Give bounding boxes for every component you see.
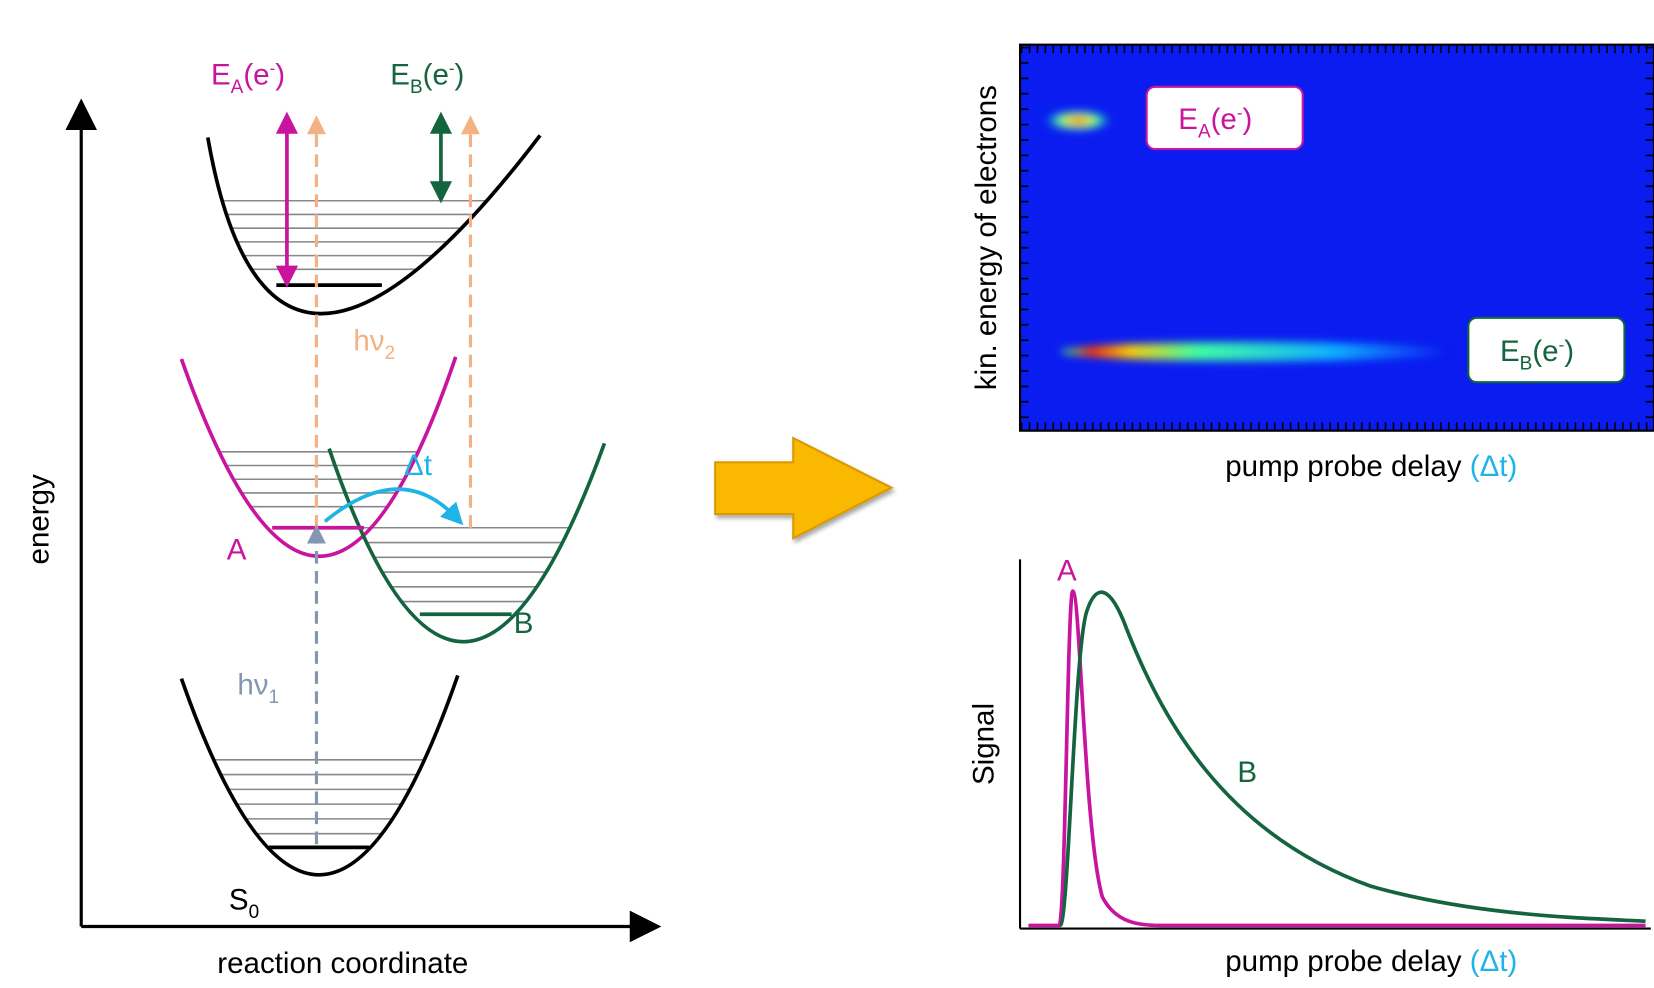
- ground-potential: [179, 674, 460, 877]
- curve-label: B: [1237, 756, 1257, 789]
- ticks: [1020, 44, 1654, 54]
- text-part: S: [229, 884, 249, 917]
- flow-arrow: [714, 436, 894, 541]
- text-part: E: [211, 59, 231, 92]
- label-box: [1467, 316, 1626, 384]
- map-frame: [1018, 43, 1654, 432]
- axis-label: pump probe delay (Δt): [1225, 945, 1517, 978]
- label-box: [1145, 85, 1304, 151]
- axis-label: pump probe delay (Δt): [1225, 450, 1517, 483]
- state-b-potential: [327, 442, 607, 644]
- text-part: 1: [269, 687, 280, 708]
- vib-levels: [207, 199, 541, 271]
- peak-a: [1042, 108, 1114, 133]
- text-part: (e: [1532, 335, 1558, 368]
- vib-levels: [181, 451, 456, 508]
- text-part: 0: [249, 902, 260, 923]
- axis-label: reaction coordinate: [217, 947, 468, 980]
- delay-label: Δt: [404, 449, 432, 482]
- photoelectron-label: EB(e-): [390, 59, 464, 98]
- ion-potential: [205, 134, 542, 316]
- text-part: -: [1237, 103, 1243, 122]
- state-label: B: [514, 607, 534, 640]
- text-part: -: [449, 59, 455, 78]
- text-part: B: [1520, 354, 1533, 375]
- text-part: ): [275, 59, 285, 92]
- photoelectron-map: EA(e-) EB(e-) kin. energy of electrons p…: [970, 43, 1654, 483]
- text-part: E: [1178, 103, 1198, 136]
- text-part: -: [1559, 336, 1565, 355]
- text-part: hν: [237, 668, 268, 701]
- photon-label: hν2: [353, 325, 395, 364]
- text-part: E: [1500, 335, 1520, 368]
- text-part: B: [410, 77, 423, 98]
- peak-b: [1060, 342, 1451, 362]
- text-part: -: [270, 59, 276, 78]
- axis-label: energy: [23, 474, 56, 564]
- map-signal: [1042, 108, 1451, 362]
- axis-label: Signal: [968, 703, 1001, 785]
- ticks: [1020, 44, 1029, 431]
- state-label: A: [227, 533, 247, 566]
- text-part: (e: [243, 59, 269, 92]
- text-part: ): [455, 59, 465, 92]
- text-part: ): [1242, 103, 1252, 136]
- text-part: 2: [385, 343, 396, 364]
- ticks: [1020, 422, 1654, 431]
- curve-b: [1058, 590, 1646, 928]
- signal-plot: A B Signal pump probe delay (Δt): [968, 554, 1651, 978]
- axis-label: kin. energy of electrons: [970, 85, 1003, 390]
- text-part: pump probe delay: [1225, 450, 1462, 483]
- text-part: A: [1198, 121, 1211, 142]
- text-part: hν: [353, 325, 384, 358]
- text-part: (e: [1211, 103, 1237, 136]
- state-a-potential: [179, 356, 458, 559]
- vib-levels: [181, 759, 458, 835]
- text-part: A: [231, 77, 244, 98]
- ground-label: S0: [229, 884, 259, 923]
- ticks: [1645, 44, 1654, 431]
- curve-label: A: [1057, 554, 1077, 587]
- text-part: pump probe delay: [1225, 945, 1462, 978]
- photoelectron-label: EA(e-): [211, 59, 285, 98]
- photon-label: hν1: [237, 668, 279, 707]
- energy-diagram: EA(e-) EB(e-) hν2 hν1 Δt A B S0 energy r…: [23, 59, 662, 980]
- text-part: (Δt): [1470, 945, 1518, 978]
- peak-label: EA(e-): [1178, 103, 1252, 142]
- peak-label: EB(e-): [1500, 335, 1574, 374]
- transfer-arrow: [323, 487, 464, 526]
- text-part: ): [1564, 335, 1574, 368]
- text-part: (e: [423, 59, 449, 92]
- curve-a: [1028, 589, 1646, 928]
- text-part: E: [390, 59, 410, 92]
- text-part: (Δt): [1470, 450, 1518, 483]
